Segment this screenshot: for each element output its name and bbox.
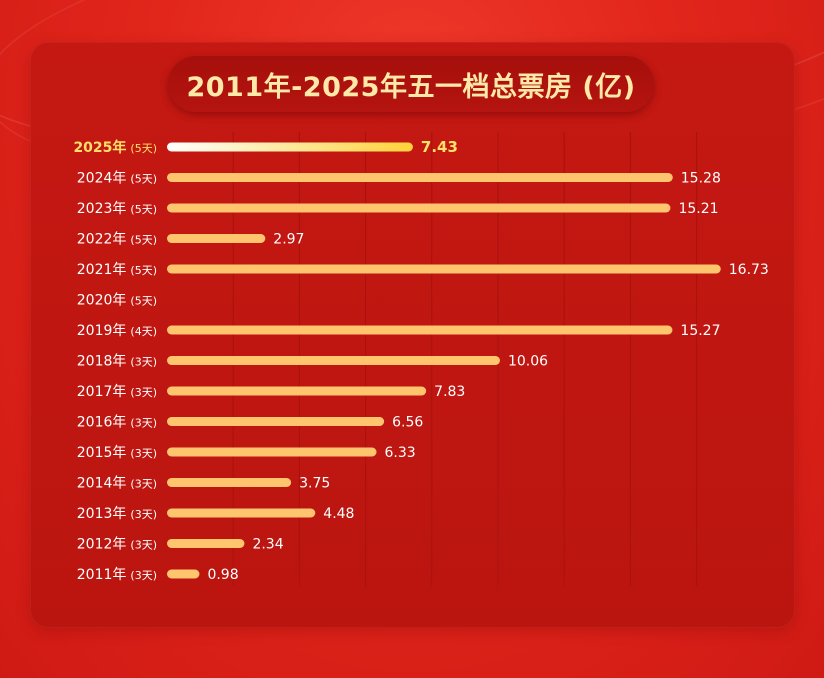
data-label: 4.48 <box>323 506 354 522</box>
category-days: (3天) <box>130 356 157 369</box>
bar <box>167 508 316 518</box>
data-label: 2.34 <box>252 537 283 553</box>
bar <box>167 203 671 213</box>
data-label: 10.06 <box>508 354 548 370</box>
category-year: 2023年 <box>77 201 127 217</box>
category-year: 2016年 <box>77 415 127 431</box>
data-label: 15.21 <box>678 201 718 217</box>
category-year: 2014年 <box>77 476 127 492</box>
category-days: (3天) <box>130 417 157 430</box>
data-label: 15.27 <box>680 323 720 339</box>
category-label: 2022年 (5天) <box>77 232 157 248</box>
bar <box>167 264 721 274</box>
category-label: 2021年 (5天) <box>77 262 157 278</box>
category-label: 2023年 (5天) <box>77 201 157 217</box>
category-label: 2020年 (5天) <box>77 293 157 309</box>
category-year: 2022年 <box>77 232 127 248</box>
bar <box>167 356 500 365</box>
category-days: (5天) <box>130 295 157 308</box>
category-label: 2012年 (3天) <box>77 537 157 553</box>
data-label: 6.33 <box>385 445 416 461</box>
data-label: 6.56 <box>392 415 423 431</box>
category-days: (5天) <box>130 234 157 247</box>
category-year: 2011年 <box>77 567 127 583</box>
category-year: 2018年 <box>77 354 127 370</box>
category-label: 2017年 (3天) <box>77 384 157 400</box>
category-label: 2011年 (3天) <box>77 567 157 583</box>
category-days: (3天) <box>130 447 157 460</box>
category-year: 2024年 <box>77 171 127 187</box>
bar <box>167 386 427 396</box>
data-label: 16.73 <box>729 262 769 278</box>
bar-layer <box>167 142 721 579</box>
category-label: 2019年 (4天) <box>77 323 157 339</box>
bar <box>167 539 245 548</box>
category-label: 2018年 (3天) <box>77 354 157 370</box>
bar <box>167 234 266 243</box>
category-year: 2019年 <box>77 323 127 339</box>
category-days: (3天) <box>130 569 157 582</box>
bar <box>167 325 673 335</box>
category-label: 2016年 (3天) <box>77 415 157 431</box>
category-days: (3天) <box>130 478 157 491</box>
title-pill: 2011年-2025年五一档总票房 (亿) <box>168 56 654 112</box>
category-year: 2025年 <box>73 139 126 156</box>
bar <box>167 569 200 579</box>
data-label: 7.83 <box>434 384 465 400</box>
bar <box>167 417 385 426</box>
category-year: 2021年 <box>77 262 127 278</box>
category-year: 2015年 <box>77 445 127 461</box>
category-days: (5天) <box>130 173 157 186</box>
category-days: (3天) <box>130 539 157 552</box>
category-days: (5天) <box>130 142 157 155</box>
category-days: (3天) <box>130 386 157 399</box>
category-year: 2013年 <box>77 506 127 522</box>
chart-panel <box>30 42 795 628</box>
category-label: 2013年 (3天) <box>77 506 157 522</box>
category-label: 2014年 (3天) <box>77 476 157 492</box>
category-year: 2012年 <box>77 537 127 553</box>
category-year: 2017年 <box>77 384 127 400</box>
category-days: (4天) <box>130 325 157 338</box>
bar <box>167 173 673 182</box>
category-label: 2024年 (5天) <box>77 171 157 187</box>
category-days: (5天) <box>130 264 157 277</box>
category-days: (5天) <box>130 203 157 216</box>
data-label: 15.28 <box>681 171 721 187</box>
bar <box>167 447 377 457</box>
category-days: (3天) <box>130 508 157 521</box>
chart-title: 2011年-2025年五一档总票房 (亿) <box>186 71 636 103</box>
bar <box>167 142 413 152</box>
data-label: 3.75 <box>299 476 330 492</box>
bar <box>167 478 292 487</box>
category-label: 2015年 (3天) <box>77 445 157 461</box>
category-label: 2025年 (5天) <box>73 139 157 156</box>
category-year: 2020年 <box>77 293 127 309</box>
data-label: 0.98 <box>207 567 238 583</box>
data-label: 7.43 <box>421 138 458 156</box>
data-label: 2.97 <box>273 232 304 248</box>
